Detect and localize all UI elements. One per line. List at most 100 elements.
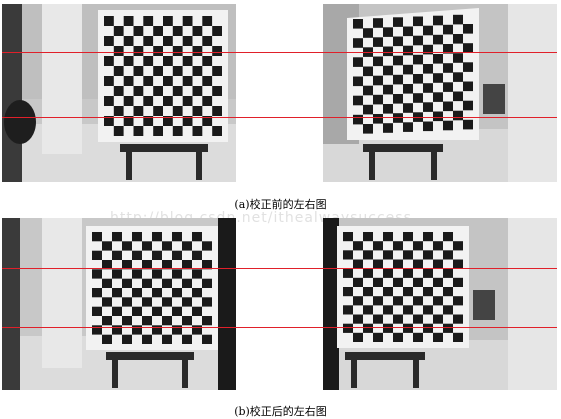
checker-square [463, 101, 473, 111]
checker-square [443, 324, 453, 333]
checkerboard [86, 226, 218, 350]
checker-square [443, 63, 453, 73]
checker-square [173, 66, 183, 76]
checker-square [212, 106, 222, 116]
checker-square [173, 46, 183, 56]
checker-square [353, 96, 363, 106]
checker-square [393, 94, 403, 104]
checkerboard [98, 10, 228, 142]
checker-square [373, 114, 383, 124]
checker-square [114, 126, 124, 136]
checker-square [112, 269, 122, 278]
checker-square [433, 296, 443, 305]
checker-square [92, 232, 102, 241]
checker-square [143, 36, 153, 46]
checker-square [153, 66, 163, 76]
checker-square [132, 307, 142, 316]
checker-square [443, 269, 453, 278]
checker-square [463, 120, 473, 130]
checker-square [152, 232, 162, 241]
checker-square [153, 26, 163, 36]
checker-square [153, 126, 163, 136]
checker-square [162, 241, 172, 250]
checker-square [132, 232, 142, 241]
checker-square [114, 46, 124, 56]
checker-square [433, 278, 443, 287]
checker-square [162, 297, 172, 306]
checker-square [104, 96, 114, 106]
checker-square [173, 86, 183, 96]
checker-square [124, 96, 134, 106]
checker-square [343, 269, 353, 278]
checker-square [122, 316, 132, 325]
checker-square [353, 278, 363, 287]
checker-square [443, 250, 453, 259]
checker-square [373, 76, 383, 86]
pillar [508, 218, 557, 390]
checker-square [403, 305, 413, 314]
pillar [42, 218, 82, 368]
checker-square [202, 335, 212, 344]
checker-square [193, 106, 203, 116]
checker-square [443, 25, 453, 35]
checker-square [173, 26, 183, 36]
checker-square [433, 333, 443, 342]
checker-square [433, 73, 443, 83]
checker-square [393, 113, 403, 123]
checker-square [373, 296, 383, 305]
checker-square [383, 305, 393, 314]
checker-square [112, 251, 122, 260]
checker-square [183, 96, 193, 106]
checker-square [433, 16, 443, 26]
checker-square [202, 297, 212, 306]
checker-square [383, 104, 393, 114]
checker-square [124, 36, 134, 46]
checker-square [413, 36, 423, 46]
checker-square [182, 279, 192, 288]
checker-square [193, 26, 203, 36]
checker-square [202, 241, 212, 250]
top-left-scene [2, 4, 236, 182]
checker-square [363, 124, 373, 134]
checker-square [142, 241, 152, 250]
checker-square [114, 106, 124, 116]
checker-square [423, 287, 433, 296]
checker-square [453, 296, 463, 305]
checker-square [383, 324, 393, 333]
checker-square [423, 324, 433, 333]
checker-square [393, 278, 403, 287]
bottom-right-scene [323, 218, 557, 390]
checker-square [192, 288, 202, 297]
checker-square [413, 17, 423, 27]
person-silhouette [4, 100, 36, 144]
checker-square [143, 56, 153, 66]
chairs [483, 84, 505, 114]
checker-square [172, 251, 182, 260]
checker-square [433, 54, 443, 64]
checker-square [172, 269, 182, 278]
checker-square [383, 123, 393, 133]
checker-square [173, 106, 183, 116]
checker-square [142, 279, 152, 288]
checker-square [443, 102, 453, 112]
checker-square [193, 46, 203, 56]
pillar [42, 4, 82, 154]
checker-square [413, 241, 423, 250]
checker-square [403, 287, 413, 296]
checker-square [413, 93, 423, 103]
checker-square [182, 297, 192, 306]
table [106, 352, 194, 360]
checker-square [363, 86, 373, 96]
table [345, 352, 425, 360]
checker-square [212, 66, 222, 76]
checker-square [363, 287, 373, 296]
checker-square [112, 307, 122, 316]
checker-square [383, 66, 393, 76]
checker-square [423, 250, 433, 259]
checker-square [153, 46, 163, 56]
checker-square [172, 288, 182, 297]
checker-square [373, 18, 383, 28]
checker-square [373, 278, 383, 287]
checker-square [443, 287, 453, 296]
checker-square [163, 16, 173, 26]
